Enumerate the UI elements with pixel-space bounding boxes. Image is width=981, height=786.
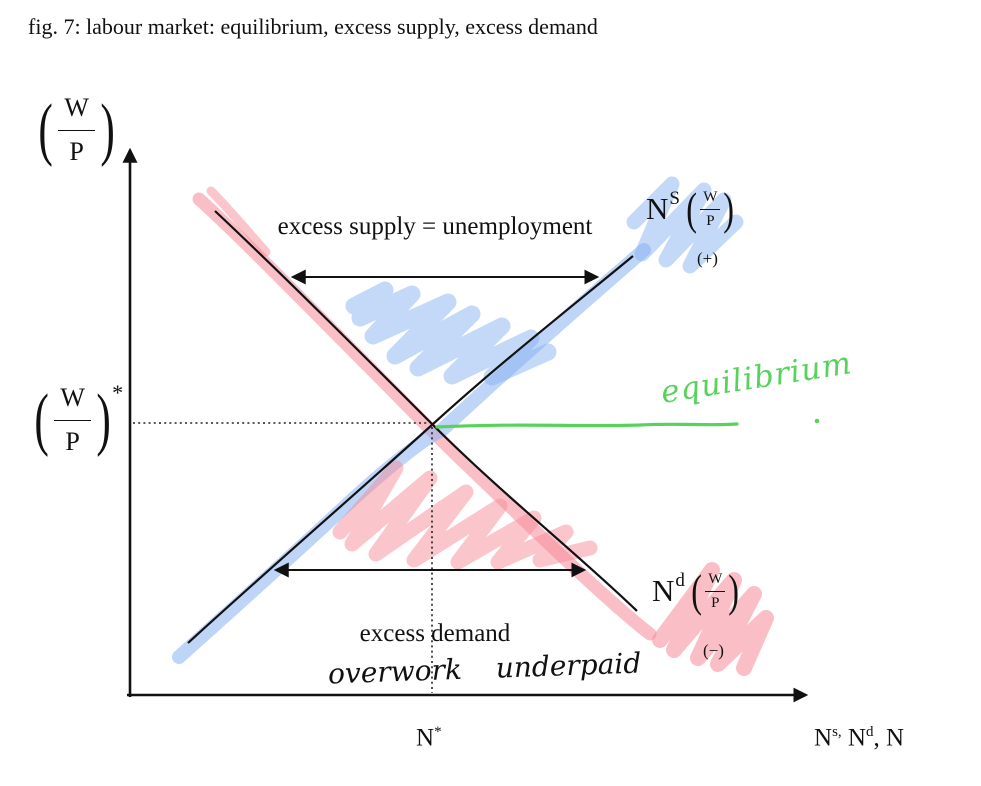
demand-curve-label: N d ( W P ) (652, 568, 742, 614)
close-paren: ) (100, 91, 115, 169)
x-tick-base: N (416, 724, 435, 752)
excess-supply-scribble (345, 281, 557, 386)
demand-curve-highlight-fork (206, 186, 271, 257)
x-tick-star: * (434, 724, 442, 740)
y-label-numerator: W (58, 93, 95, 131)
open-paren: ( (38, 91, 53, 169)
x-equilibrium-tick: N* (416, 724, 442, 752)
open-paren: ( (34, 381, 49, 459)
close-paren: ) (728, 565, 740, 616)
figure-title: fig. 7: labour market: equilibrium, exce… (28, 14, 598, 39)
underpaid-word: underpaid (495, 646, 642, 685)
demand-frac-num: W (705, 571, 726, 592)
supply-label-base: N (646, 191, 669, 226)
equilibrium-green-line (435, 422, 739, 429)
overwork-word: overwork (327, 652, 463, 691)
x-label-n2: N (847, 724, 866, 752)
supply-curve-label: N S ( W P ) (646, 186, 737, 232)
y-eq-numerator: W (54, 383, 91, 421)
excess-demand-note: excess demand (359, 620, 511, 647)
demand-label-base: N (652, 573, 675, 608)
x-label-n1: N (814, 724, 833, 752)
open-paren: ( (691, 565, 702, 616)
x-label-sup2: d (865, 724, 874, 740)
supply-label-sup: S (669, 188, 680, 209)
close-paren: ) (723, 183, 735, 234)
supply-label-highlight (626, 176, 744, 274)
demand-label-sup: d (675, 570, 685, 591)
y-eq-denominator: P (65, 426, 80, 456)
demand-frac-den: P (711, 594, 720, 611)
equilibrium-green-dot (814, 418, 820, 424)
supply-sign: (+) (697, 249, 718, 268)
supply-curve-highlight (172, 243, 651, 664)
y-equilibrium-label: ( W P ) * (30, 380, 123, 459)
supply-curve-line (187, 255, 634, 644)
supply-frac-num: W (700, 189, 721, 210)
x-label-rest: , N (873, 724, 905, 752)
open-paren: ( (686, 183, 697, 234)
y-axis-label: ( W P ) (34, 91, 119, 169)
demand-label-highlight (652, 562, 774, 676)
close-paren: ) (96, 381, 111, 459)
excess-supply-note: excess supply = unemployment (277, 213, 593, 240)
x-label-sup1: s, (832, 724, 842, 740)
excess-demand-scribble (332, 460, 598, 570)
supply-frac-den: P (706, 212, 715, 229)
demand-sign: (−) (703, 641, 724, 660)
y-eq-star: * (112, 380, 124, 405)
x-axis-label: Ns, Nd, N (814, 724, 904, 752)
y-label-denominator: P (69, 136, 84, 166)
